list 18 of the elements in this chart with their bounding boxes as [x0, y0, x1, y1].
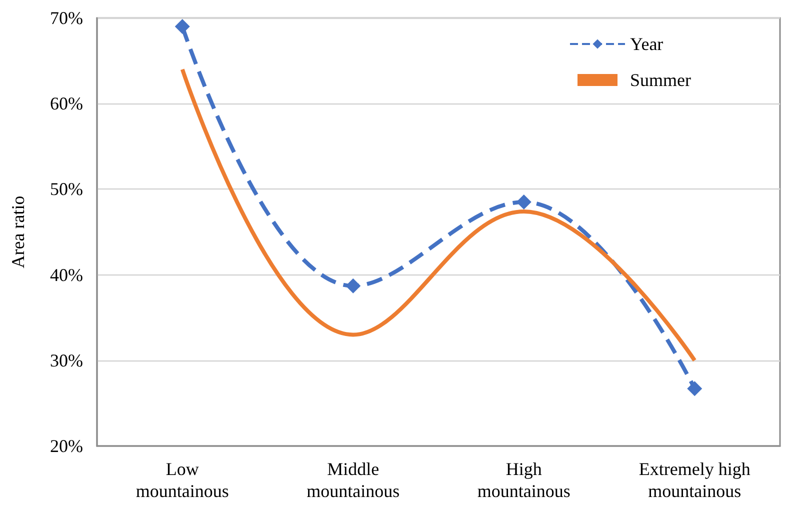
point [516, 194, 532, 210]
y-tick-label: 70% [50, 8, 83, 28]
y-axis-title: Area ratio [8, 196, 28, 268]
y-tick-label: 50% [50, 179, 83, 200]
point [346, 278, 361, 294]
line-series [180, 67, 697, 362]
point [174, 19, 190, 34]
x-tick-label: Extremely high mountainous [638, 459, 750, 501]
x-tick-label: High mountainous [477, 459, 570, 501]
x-tick-label: Middle mountainous [306, 459, 400, 501]
y-tick-label: 40% [50, 264, 83, 285]
x-tick-label: Low mountainous [136, 459, 229, 501]
y-tick-label: 30% [50, 350, 83, 370]
y-tick-label: 60% [50, 94, 83, 114]
legend-label: Year [630, 34, 664, 54]
legend-label: Summer [630, 70, 692, 90]
point [687, 381, 702, 396]
y-tick-label: 20% [50, 436, 83, 456]
